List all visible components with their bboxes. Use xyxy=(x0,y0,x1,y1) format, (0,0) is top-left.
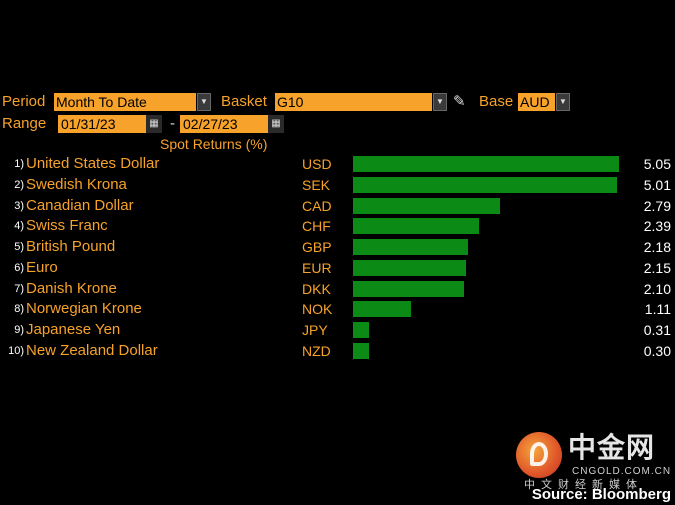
currency-code: SEK xyxy=(302,176,331,193)
table-row[interactable]: 7) Danish Krone DKK 2.10 xyxy=(0,279,675,299)
watermark-name: 中金网 xyxy=(568,431,656,464)
basket-label: Basket xyxy=(221,93,267,110)
period-label: Period xyxy=(2,93,46,110)
table-row[interactable]: 9) Japanese Yen JPY 0.31 xyxy=(0,320,675,340)
currency-code: CAD xyxy=(302,197,332,214)
return-value: 2.39 xyxy=(643,218,671,235)
currency-code: NOK xyxy=(302,301,333,318)
currency-code: DKK xyxy=(302,280,331,297)
table-row[interactable]: 3) Canadian Dollar CAD 2.79 xyxy=(0,196,675,216)
table-row[interactable]: 5) British Pound GBP 2.18 xyxy=(0,237,675,257)
return-bar xyxy=(353,218,479,235)
row-rank: 1) xyxy=(14,158,24,170)
currency-name[interactable]: Swedish Krona xyxy=(26,175,127,193)
period-dropdown-arrow-icon[interactable]: ▼ xyxy=(197,93,211,111)
row-rank: 10) xyxy=(8,344,24,357)
currency-code: EUR xyxy=(302,259,332,276)
currency-code: USD xyxy=(302,156,332,172)
return-value: 2.79 xyxy=(643,197,671,214)
table-row[interactable]: 6) Euro EUR 2.15 xyxy=(0,258,675,278)
range-start-input[interactable]: 01/31/23 xyxy=(58,115,146,133)
table-row[interactable]: 4) Swiss Franc CHF 2.39 xyxy=(0,216,675,236)
currency-code: CHF xyxy=(302,218,331,235)
return-value: 2.15 xyxy=(643,259,671,276)
base-dropdown-arrow-icon[interactable]: ▼ xyxy=(556,93,570,111)
return-value: 2.18 xyxy=(643,239,671,255)
row-rank: 7) xyxy=(14,282,24,295)
return-value: 0.31 xyxy=(643,322,671,338)
currency-name[interactable]: Japanese Yen xyxy=(26,321,121,338)
range-label: Range xyxy=(2,115,47,132)
pencil-edit-icon[interactable]: ✎ xyxy=(453,93,466,110)
currency-name[interactable]: Canadian Dollar xyxy=(26,196,134,214)
return-value: 5.01 xyxy=(643,176,671,193)
table-row[interactable]: 8) Norwegian Krone NOK 1.11 xyxy=(0,299,675,319)
return-bar xyxy=(353,239,468,255)
return-value: 5.05 xyxy=(643,156,671,172)
currency-name[interactable]: New Zealand Dollar xyxy=(26,341,158,359)
watermark-url: CNGOLD.COM.CN xyxy=(572,466,672,477)
period-select[interactable]: Month To Date xyxy=(54,93,196,111)
range-start-calendar-icon[interactable]: ▦ xyxy=(146,115,162,133)
currency-name[interactable]: Norwegian Krone xyxy=(26,300,142,318)
column-title: Spot Returns (%) xyxy=(160,136,268,152)
table-row[interactable]: 2) Swedish Krona SEK 5.01 xyxy=(0,175,675,195)
row-rank: 2) xyxy=(14,178,24,191)
currency-code: NZD xyxy=(302,342,331,359)
watermark-tagline: 中文财经新媒体 xyxy=(524,478,643,491)
currency-name[interactable]: British Pound xyxy=(26,238,116,255)
range-end-input[interactable]: 02/27/23 xyxy=(180,115,268,133)
cngold-logo-icon xyxy=(516,432,562,478)
row-rank: 9) xyxy=(14,324,24,336)
base-label: Base xyxy=(479,93,514,110)
basket-dropdown-arrow-icon[interactable]: ▼ xyxy=(433,93,447,111)
currency-name[interactable]: United States Dollar xyxy=(26,155,160,172)
return-bar xyxy=(353,176,617,193)
return-bar xyxy=(353,259,466,276)
table-row[interactable]: 10) New Zealand Dollar NZD 0.30 xyxy=(0,341,675,361)
return-bar xyxy=(353,342,369,359)
return-bar xyxy=(353,156,619,172)
row-rank: 4) xyxy=(14,220,24,233)
range-end-calendar-icon[interactable]: ▦ xyxy=(268,115,284,133)
row-rank: 8) xyxy=(14,303,24,316)
currency-name[interactable]: Euro xyxy=(26,258,58,276)
range-separator: - xyxy=(170,115,175,132)
return-value: 1.11 xyxy=(644,301,671,318)
currency-name[interactable]: Swiss Franc xyxy=(26,217,108,235)
return-bar xyxy=(353,322,369,338)
return-bar xyxy=(353,280,464,297)
return-bar xyxy=(353,197,500,214)
return-value: 2.10 xyxy=(643,280,671,297)
currency-code: GBP xyxy=(302,239,332,255)
currency-name[interactable]: Danish Krone xyxy=(26,279,117,297)
basket-select[interactable]: G10 xyxy=(275,93,432,111)
source-credit: Source: Bloomberg xyxy=(531,486,671,503)
base-select[interactable]: AUD xyxy=(518,93,555,111)
currency-code: JPY xyxy=(302,322,328,338)
row-rank: 3) xyxy=(14,199,24,212)
return-bar xyxy=(353,301,411,318)
row-rank: 6) xyxy=(14,261,24,274)
row-rank: 5) xyxy=(14,241,24,253)
table-row[interactable]: 1) United States Dollar USD 5.05 xyxy=(0,154,675,174)
return-value: 0.30 xyxy=(643,342,671,359)
